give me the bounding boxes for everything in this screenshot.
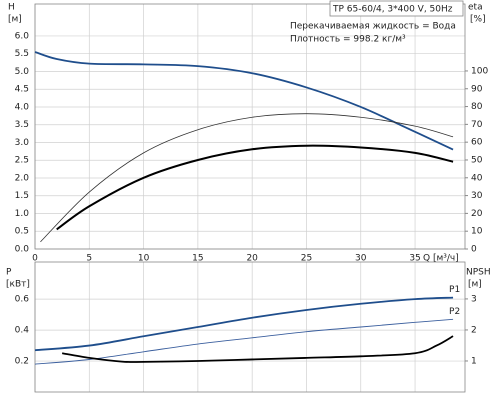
- x-tick-label: 30: [355, 254, 367, 264]
- y-axis-label: H: [8, 3, 15, 13]
- y-tick-label: 2.0: [15, 173, 30, 183]
- y-tick-label: 6.0: [15, 31, 30, 41]
- series-label: P2: [449, 307, 460, 317]
- x-tick-label: 20: [246, 254, 258, 264]
- y2-tick-label: 40: [471, 173, 483, 183]
- y2-tick-label: 20: [471, 209, 483, 219]
- x-tick-label: 15: [192, 254, 203, 264]
- y2-tick-label: 90: [471, 84, 483, 94]
- y-tick-label: 0.0: [15, 245, 30, 255]
- y2-tick-label: 10: [471, 227, 483, 237]
- y2-tick-label: 30: [471, 191, 483, 201]
- chart-title: TP 65-60/4, 3*400 V, 50Hz: [332, 5, 453, 15]
- curve: [34, 51, 454, 151]
- y2-tick-label: 80: [471, 102, 483, 112]
- curve: [61, 335, 454, 363]
- annotation: Плотность = 998.2 кг/м³: [290, 35, 406, 45]
- y2-axis-unit: [%]: [470, 15, 486, 25]
- curve: [56, 144, 454, 231]
- y-tick-label: 4.5: [15, 85, 29, 95]
- y2-axis-label: eta: [468, 3, 483, 13]
- y-tick-label: 3.5: [15, 120, 29, 130]
- y-axis-unit: [м]: [8, 15, 22, 25]
- y-tick-label: 0.2: [15, 357, 29, 367]
- y-tick-label: 2.5: [15, 156, 29, 166]
- title-box: [329, 0, 464, 17]
- y2-tick-label: 3: [471, 294, 477, 304]
- y-tick-label: 1.5: [15, 191, 29, 201]
- curve: [34, 296, 454, 352]
- y2-tick-label: 2: [471, 325, 477, 335]
- y-tick-label: 0.5: [15, 227, 29, 237]
- annotation: Перекачиваемая жидкость = Вода: [290, 22, 456, 32]
- y-tick-label: 5.0: [15, 67, 30, 77]
- y2-axis-label: NPSH: [466, 268, 491, 278]
- y-tick-label: 3.0: [15, 138, 30, 148]
- y-tick-label: 0.6: [15, 295, 30, 305]
- x-tick-label: 5: [86, 254, 92, 264]
- x-axis-label: Q [м³/ч]: [423, 254, 459, 264]
- curve: [34, 318, 454, 365]
- curve: [40, 113, 454, 243]
- y2-tick-label: 60: [471, 138, 483, 148]
- x-tick-label: 0: [32, 254, 38, 264]
- y2-tick-label: 0: [471, 245, 477, 255]
- y2-axis-unit: [м]: [468, 280, 482, 290]
- y-tick-label: 4.0: [15, 102, 30, 112]
- y2-tick-label: 50: [471, 155, 483, 165]
- y-axis-unit: [кВт]: [6, 280, 30, 290]
- y2-tick-label: 70: [471, 120, 483, 130]
- y-axis-label: P: [6, 268, 12, 278]
- plot-frame: [34, 3, 466, 250]
- y-tick-label: 5.5: [15, 49, 29, 59]
- y2-tick-label: 100: [471, 66, 488, 76]
- x-tick-label: 10: [138, 254, 150, 264]
- y-tick-label: 0.4: [15, 326, 30, 336]
- plot-frame: [34, 261, 466, 393]
- x-tick-label: 35: [409, 254, 420, 264]
- x-tick-label: 25: [301, 254, 312, 264]
- y-tick-label: 1.0: [15, 209, 30, 219]
- series-label: P1: [449, 285, 460, 295]
- y2-tick-label: 1: [471, 356, 477, 366]
